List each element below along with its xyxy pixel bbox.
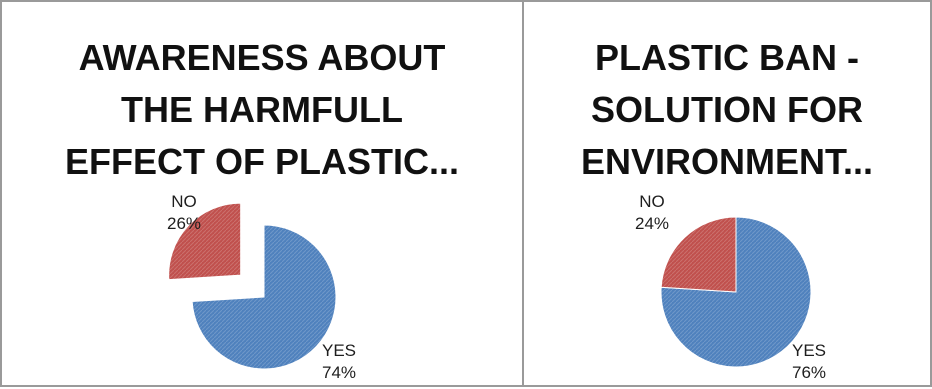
slice-label-no: NO [171,192,197,211]
chart-title-line: SOLUTION FOR [591,89,863,130]
slice-percent-yes: 74% [322,363,356,382]
chart-panel-plastic-ban: PLASTIC BAN - SOLUTION FOR ENVIRONMENT..… [522,0,932,387]
chart-title-line: AWARENESS ABOUT [78,37,446,78]
chart-title-line: ENVIRONMENT... [580,141,874,182]
pie-slice-yes [660,216,812,368]
chart-title: PLASTIC BAN - SOLUTION FOR ENVIRONMENT..… [524,32,930,188]
slice-percent-no: 26% [167,214,201,233]
slice-percent-no: 24% [635,214,669,233]
slice-label-yes: YES [322,341,356,360]
pie-slice-no [660,216,737,293]
chart-title-line: THE HARMFULL [121,89,403,130]
chart-title-line: PLASTIC BAN - [595,37,859,78]
slice-label-no: NO [639,192,665,211]
slice-percent-yes: 76% [792,363,826,382]
pie-slice-yes [191,224,337,370]
pie-chart: YES 74% NO 26% [167,192,356,382]
pie-chart: YES 76% NO 24% [635,192,826,382]
slice-label-yes: YES [792,341,826,360]
pie-slice-no [168,202,242,281]
chart-title-line: EFFECT OF PLASTIC... [65,141,459,182]
chart-title: AWARENESS ABOUT THE HARMFULL EFFECT OF P… [2,32,522,188]
chart-panel-awareness: AWARENESS ABOUT THE HARMFULL EFFECT OF P… [0,0,524,387]
